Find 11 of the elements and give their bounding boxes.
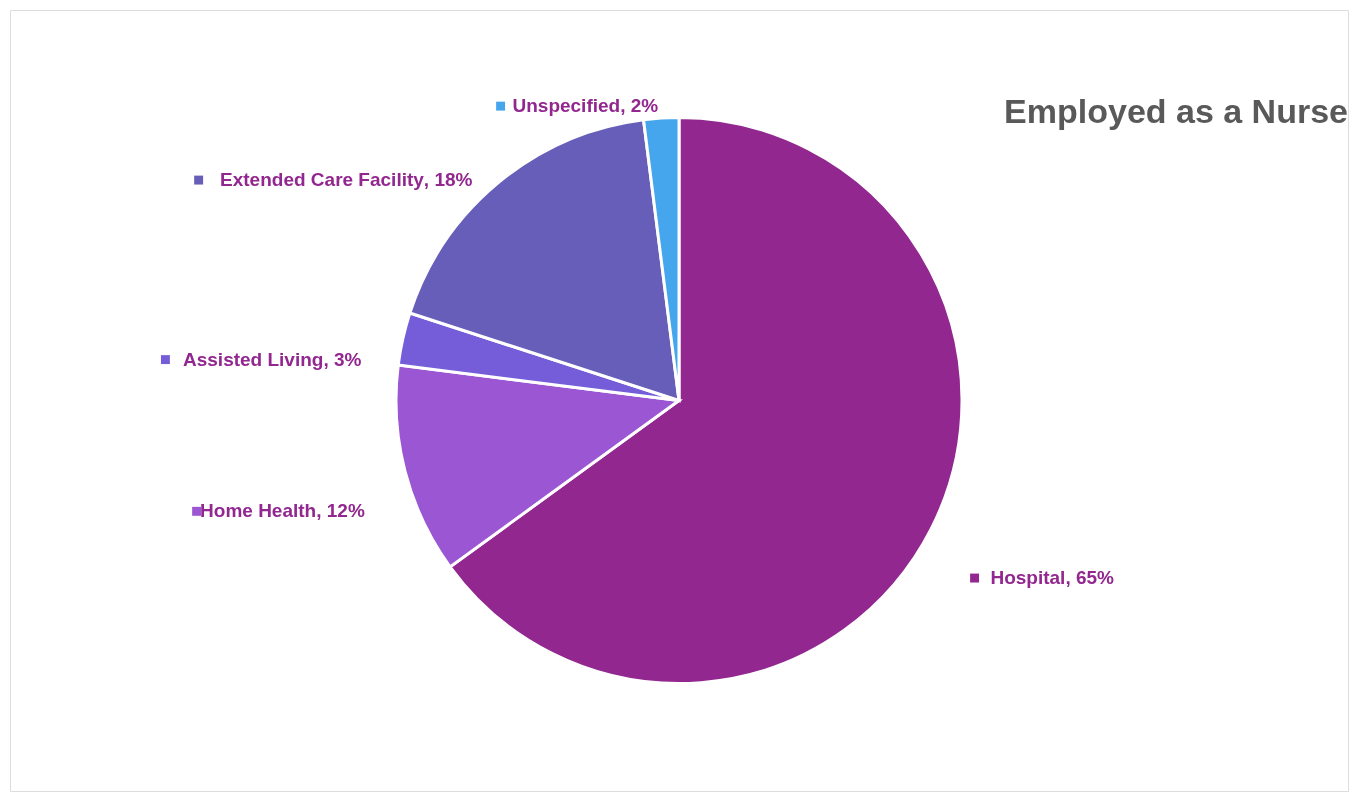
legend-label: Home Health	[200, 500, 317, 522]
data-label: , 65%	[1065, 567, 1115, 589]
legend-label: Extended Care Facility	[220, 169, 425, 191]
data-label: , 3%	[323, 348, 362, 370]
chart-title: Employed as a Nurse	[1004, 92, 1348, 130]
legend-label: Assisted Living	[183, 348, 324, 370]
data-label: , 2%	[620, 95, 659, 117]
legend-label: Hospital	[990, 567, 1066, 589]
legend-label: Unspecified	[512, 95, 621, 117]
data-label: , 18%	[423, 169, 473, 191]
data-label: , 12%	[316, 500, 365, 522]
